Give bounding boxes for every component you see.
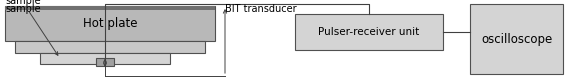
- Bar: [5, 6, 215, 41]
- Bar: [470, 4, 563, 74]
- Bar: [40, 53, 170, 64]
- Text: sample: sample: [5, 3, 41, 14]
- Bar: [96, 58, 114, 66]
- Text: Pulser-receiver unit: Pulser-receiver unit: [319, 27, 420, 37]
- Bar: [15, 41, 205, 53]
- Text: Hot plate: Hot plate: [83, 17, 137, 30]
- Bar: [295, 14, 443, 50]
- Text: oscilloscope: oscilloscope: [481, 32, 552, 46]
- Text: sample: sample: [5, 0, 41, 6]
- Bar: [5, 6, 215, 10]
- Text: BIT transducer: BIT transducer: [225, 3, 297, 14]
